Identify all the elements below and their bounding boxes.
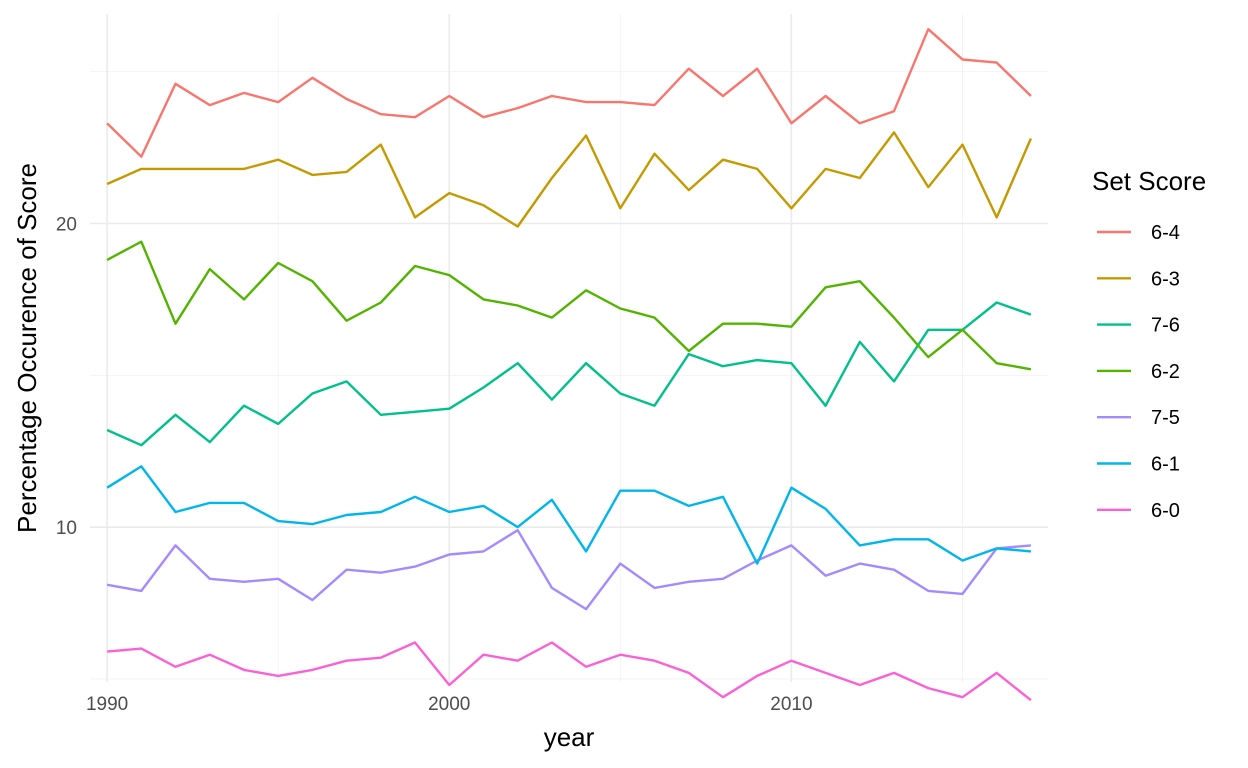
legend-label-7-6: 7-6 [1151, 315, 1180, 337]
x-tick-label: 2010 [770, 694, 812, 715]
legend-label-7-5: 7-5 [1151, 407, 1180, 429]
x-tick-label: 2000 [428, 694, 470, 715]
legend-label-6-1: 6-1 [1151, 454, 1180, 476]
x-tick-label: 1990 [86, 694, 128, 715]
legend-label-6-0: 6-0 [1151, 500, 1180, 522]
legend-label-6-2: 6-2 [1151, 361, 1180, 383]
y-axis-ticks: 10 20 [56, 215, 77, 540]
series-line-6-3 [106, 131, 1033, 228]
series-line-6-0 [106, 641, 1032, 702]
legend-label-6-3: 6-3 [1151, 268, 1180, 290]
legend-label-6-4: 6-4 [1151, 222, 1180, 244]
series-lines [106, 28, 1033, 702]
y-axis-title: Percentage Occurence of Score [12, 163, 42, 533]
series-line-6-4 [106, 28, 1032, 158]
series-line-6-2 [106, 240, 1032, 371]
x-axis-title: year [544, 722, 595, 752]
series-line-7-5 [106, 529, 1032, 611]
series-line-6-1 [106, 465, 1032, 565]
y-tick-label: 20 [56, 215, 77, 236]
x-axis-ticks: 1990 2000 2010 [86, 694, 813, 715]
legend-title: Set Score [1092, 166, 1206, 196]
legend-items: 6-4 6-3 7-6 6-2 7-5 6-1 6-0 [1097, 222, 1180, 522]
legend: Set Score 6-4 6-3 7-6 6-2 7-5 6-1 6-0 [1092, 166, 1206, 522]
grid-minor [90, 14, 1048, 682]
series-line-7-6 [106, 301, 1032, 447]
y-tick-label: 10 [56, 518, 77, 539]
